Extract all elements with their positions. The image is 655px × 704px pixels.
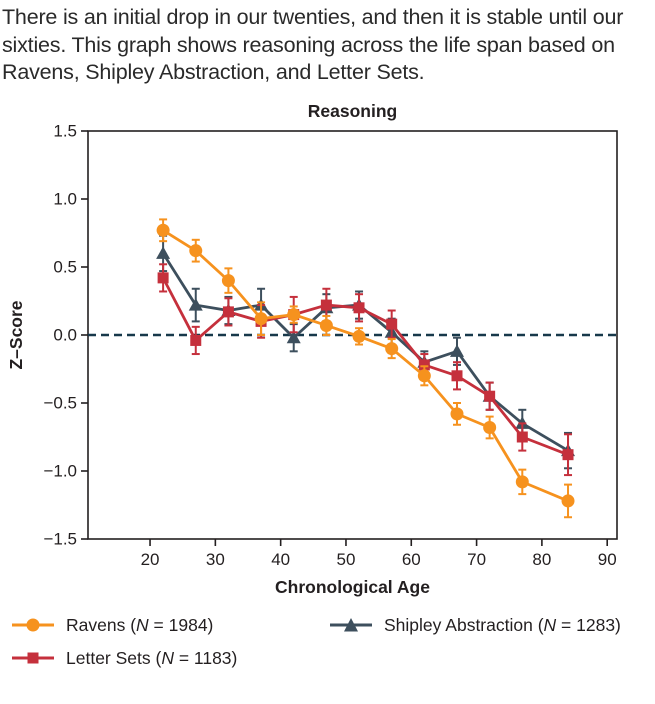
series-letter-sets	[157, 262, 574, 476]
legend-circle-marker-icon	[12, 618, 54, 632]
y-tick-label: 0.0	[53, 325, 77, 344]
square-marker-icon	[157, 271, 169, 283]
series-ravens	[156, 217, 575, 518]
x-tick-label: 20	[141, 550, 160, 569]
square-marker-icon	[320, 299, 332, 311]
circle-marker-icon	[319, 318, 333, 332]
reasoning-chart-figure: Reasoning 1.5 1.0 0.5 0.0 −0.5 −1.0 −1.5 20 30 40 5…	[0, 97, 655, 669]
circle-marker-icon	[561, 493, 575, 507]
circle-marker-icon	[352, 329, 366, 343]
square-marker-icon	[222, 305, 234, 317]
square-marker-icon	[516, 431, 528, 443]
square-marker-icon	[418, 358, 430, 370]
triangle-marker-icon	[188, 297, 203, 311]
x-tick-label: 30	[206, 550, 225, 569]
legend-triangle-marker-icon	[330, 618, 372, 632]
intro-text: There is an initial drop in our twenties…	[2, 5, 624, 85]
square-marker-icon	[451, 369, 463, 381]
legend-item-shipley-abstraction: Shipley Abstraction (N = 1283)	[328, 615, 655, 636]
y-axis: 1.5 1.0 0.5 0.0 −0.5 −1.0 −1.5	[43, 121, 88, 548]
square-marker-icon	[353, 301, 365, 313]
y-tick-label: −1.5	[43, 529, 77, 548]
legend-item-ravens: Ravens (N = 1984)	[10, 615, 328, 636]
circle-marker-icon	[417, 368, 431, 382]
x-tick-label: 80	[532, 550, 551, 569]
square-marker-icon	[386, 318, 398, 330]
legend-item-letter-sets: Letter Sets (N = 1183)	[10, 648, 328, 669]
circle-marker-icon	[450, 406, 464, 420]
x-tick-label: 70	[467, 550, 486, 569]
square-marker-icon	[190, 334, 202, 346]
y-axis-label: Z–Score	[6, 300, 26, 369]
circle-marker-icon	[287, 307, 301, 321]
circle-marker-icon	[221, 273, 235, 287]
x-tick-label: 60	[402, 550, 421, 569]
circle-marker-icon	[515, 474, 529, 488]
y-tick-label: 1.5	[53, 121, 77, 140]
legend-label: Letter Sets (N = 1183)	[66, 647, 238, 668]
triangle-marker-icon	[156, 245, 171, 259]
y-tick-label: 1.0	[53, 189, 77, 208]
circle-marker-icon	[156, 223, 170, 237]
legend-label: Shipley Abstraction (N = 1283)	[384, 614, 621, 635]
circle-marker-icon	[483, 420, 497, 434]
x-tick-label: 90	[598, 550, 617, 569]
y-tick-label: 0.5	[53, 257, 77, 276]
x-tick-label: 50	[337, 550, 356, 569]
square-marker-icon	[484, 390, 496, 402]
x-axis-label: Chronological Age	[275, 577, 430, 597]
y-tick-label: −1.0	[43, 461, 77, 480]
page: There is an initial drop in our twenties…	[0, 5, 655, 669]
legend-square-marker-icon	[12, 652, 54, 664]
triangle-marker-icon	[286, 330, 301, 343]
chart-title: Reasoning	[308, 101, 397, 121]
circle-marker-icon	[254, 311, 268, 325]
triangle-marker-icon	[449, 343, 464, 357]
legend-label: Ravens (N = 1984)	[66, 614, 214, 635]
circle-marker-icon	[189, 243, 203, 257]
y-tick-label: −0.5	[43, 393, 77, 412]
circle-marker-icon	[385, 341, 399, 355]
chart-canvas: Reasoning 1.5 1.0 0.5 0.0 −0.5 −1.0 −1.5 20 30 40 5…	[6, 101, 618, 597]
chart-legend: Ravens (N = 1984) Letter Sets (N = 1183) S…	[10, 615, 655, 669]
x-axis: 20 30 40 50 60 70 80 90	[141, 538, 617, 569]
square-marker-icon	[562, 448, 574, 460]
x-tick-label: 40	[271, 550, 290, 569]
